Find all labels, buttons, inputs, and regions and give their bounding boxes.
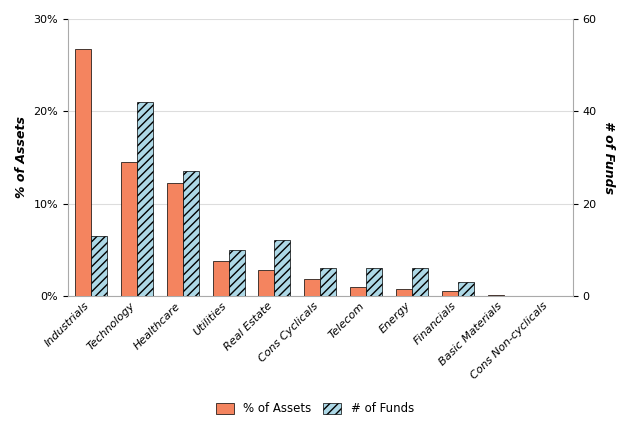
Y-axis label: % of Assets: % of Assets	[15, 116, 28, 199]
Y-axis label: # of Funds: # of Funds	[602, 121, 615, 194]
Bar	[121, 162, 137, 296]
Bar	[258, 270, 275, 296]
Bar	[183, 171, 198, 296]
Bar	[350, 287, 366, 296]
Legend: % of Assets, # of Funds: % of Assets, # of Funds	[212, 397, 418, 420]
Bar	[91, 236, 107, 296]
Bar	[488, 295, 504, 296]
Bar	[75, 49, 91, 296]
Bar	[320, 268, 336, 296]
Bar	[275, 240, 290, 296]
Bar	[412, 268, 428, 296]
Bar	[396, 289, 412, 296]
Bar	[366, 268, 382, 296]
Bar	[167, 183, 183, 296]
Bar	[442, 291, 458, 296]
Bar	[212, 261, 229, 296]
Bar	[304, 279, 320, 296]
Bar	[229, 250, 244, 296]
Bar	[458, 282, 474, 296]
Bar	[137, 102, 153, 296]
